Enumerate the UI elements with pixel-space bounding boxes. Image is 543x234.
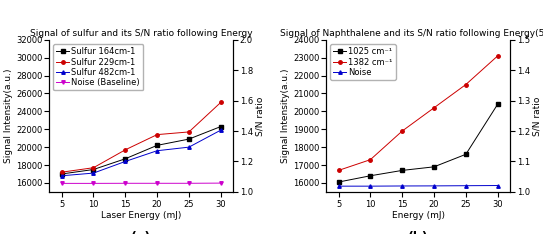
Noise (Baseline) (154, 182, 160, 185)
Line: 1025 cm⁻¹: 1025 cm⁻¹ (337, 102, 500, 184)
Y-axis label: Signal Intensity(a.u.): Signal Intensity(a.u.) (4, 69, 14, 163)
Noise (431, 184, 437, 187)
Sulfur 164cm-1 (186, 138, 192, 140)
Sulfur 482cm-1 (58, 174, 65, 177)
Line: Noise: Noise (337, 184, 500, 188)
Sulfur 482cm-1 (186, 146, 192, 149)
Sulfur 482cm-1 (122, 160, 129, 163)
Title: Signal of Naphthalene and its S/N ratio following Energy(5m): Signal of Naphthalene and its S/N ratio … (280, 29, 543, 38)
1025 cm⁻¹ (335, 181, 342, 183)
1025 cm⁻¹ (367, 174, 374, 177)
Y-axis label: S/N ratio: S/N ratio (533, 96, 542, 135)
1382 cm⁻¹ (431, 106, 437, 109)
Sulfur 482cm-1 (154, 149, 160, 152)
Noise (Baseline) (90, 182, 97, 185)
Sulfur 164cm-1 (154, 144, 160, 147)
Legend: 1025 cm⁻¹, 1382 cm⁻¹, Noise: 1025 cm⁻¹, 1382 cm⁻¹, Noise (330, 44, 396, 80)
Line: Noise (Baseline): Noise (Baseline) (60, 181, 223, 185)
Sulfur 229cm-1 (58, 171, 65, 174)
1025 cm⁻¹ (495, 103, 501, 106)
Noise (367, 185, 374, 188)
Sulfur 164cm-1 (122, 157, 129, 160)
Noise (Baseline) (122, 182, 129, 185)
Sulfur 164cm-1 (90, 168, 97, 171)
Legend: Sulfur 164cm-1, Sulfur 229cm-1, Sulfur 482cm-1, Noise (Baseline): Sulfur 164cm-1, Sulfur 229cm-1, Sulfur 4… (53, 44, 143, 90)
Noise (399, 185, 406, 187)
1382 cm⁻¹ (367, 158, 374, 161)
Noise (463, 184, 469, 187)
Y-axis label: S/N ratio: S/N ratio (256, 96, 265, 135)
Y-axis label: Signal Intensity(a.u.): Signal Intensity(a.u.) (281, 69, 291, 163)
Sulfur 229cm-1 (218, 101, 224, 104)
1025 cm⁻¹ (463, 153, 469, 156)
Sulfur 482cm-1 (218, 129, 224, 132)
Sulfur 229cm-1 (122, 148, 129, 151)
Line: Sulfur 229cm-1: Sulfur 229cm-1 (60, 101, 223, 174)
1382 cm⁻¹ (399, 130, 406, 132)
Noise (335, 185, 342, 188)
Title: Signal of sulfur and its S/N ratio following Energy: Signal of sulfur and its S/N ratio follo… (30, 29, 252, 38)
Line: Sulfur 482cm-1: Sulfur 482cm-1 (60, 128, 223, 178)
Line: Sulfur 164cm-1: Sulfur 164cm-1 (60, 125, 223, 176)
Sulfur 229cm-1 (154, 133, 160, 136)
Noise (Baseline) (186, 182, 192, 185)
Noise (Baseline) (58, 182, 65, 185)
1025 cm⁻¹ (431, 165, 437, 168)
Sulfur 229cm-1 (90, 166, 97, 169)
1382 cm⁻¹ (495, 55, 501, 57)
Sulfur 164cm-1 (218, 125, 224, 128)
Noise (495, 184, 501, 187)
Text: (a): (a) (131, 231, 151, 234)
Line: 1382 cm⁻¹: 1382 cm⁻¹ (337, 54, 500, 172)
X-axis label: Energy (mJ): Energy (mJ) (392, 211, 445, 220)
1382 cm⁻¹ (463, 83, 469, 86)
Text: (b): (b) (408, 231, 428, 234)
Sulfur 229cm-1 (186, 131, 192, 133)
1382 cm⁻¹ (335, 169, 342, 172)
Sulfur 164cm-1 (58, 173, 65, 176)
1025 cm⁻¹ (399, 169, 406, 172)
X-axis label: Laser Energy (mJ): Laser Energy (mJ) (101, 211, 181, 220)
Noise (Baseline) (218, 182, 224, 185)
Sulfur 482cm-1 (90, 172, 97, 175)
